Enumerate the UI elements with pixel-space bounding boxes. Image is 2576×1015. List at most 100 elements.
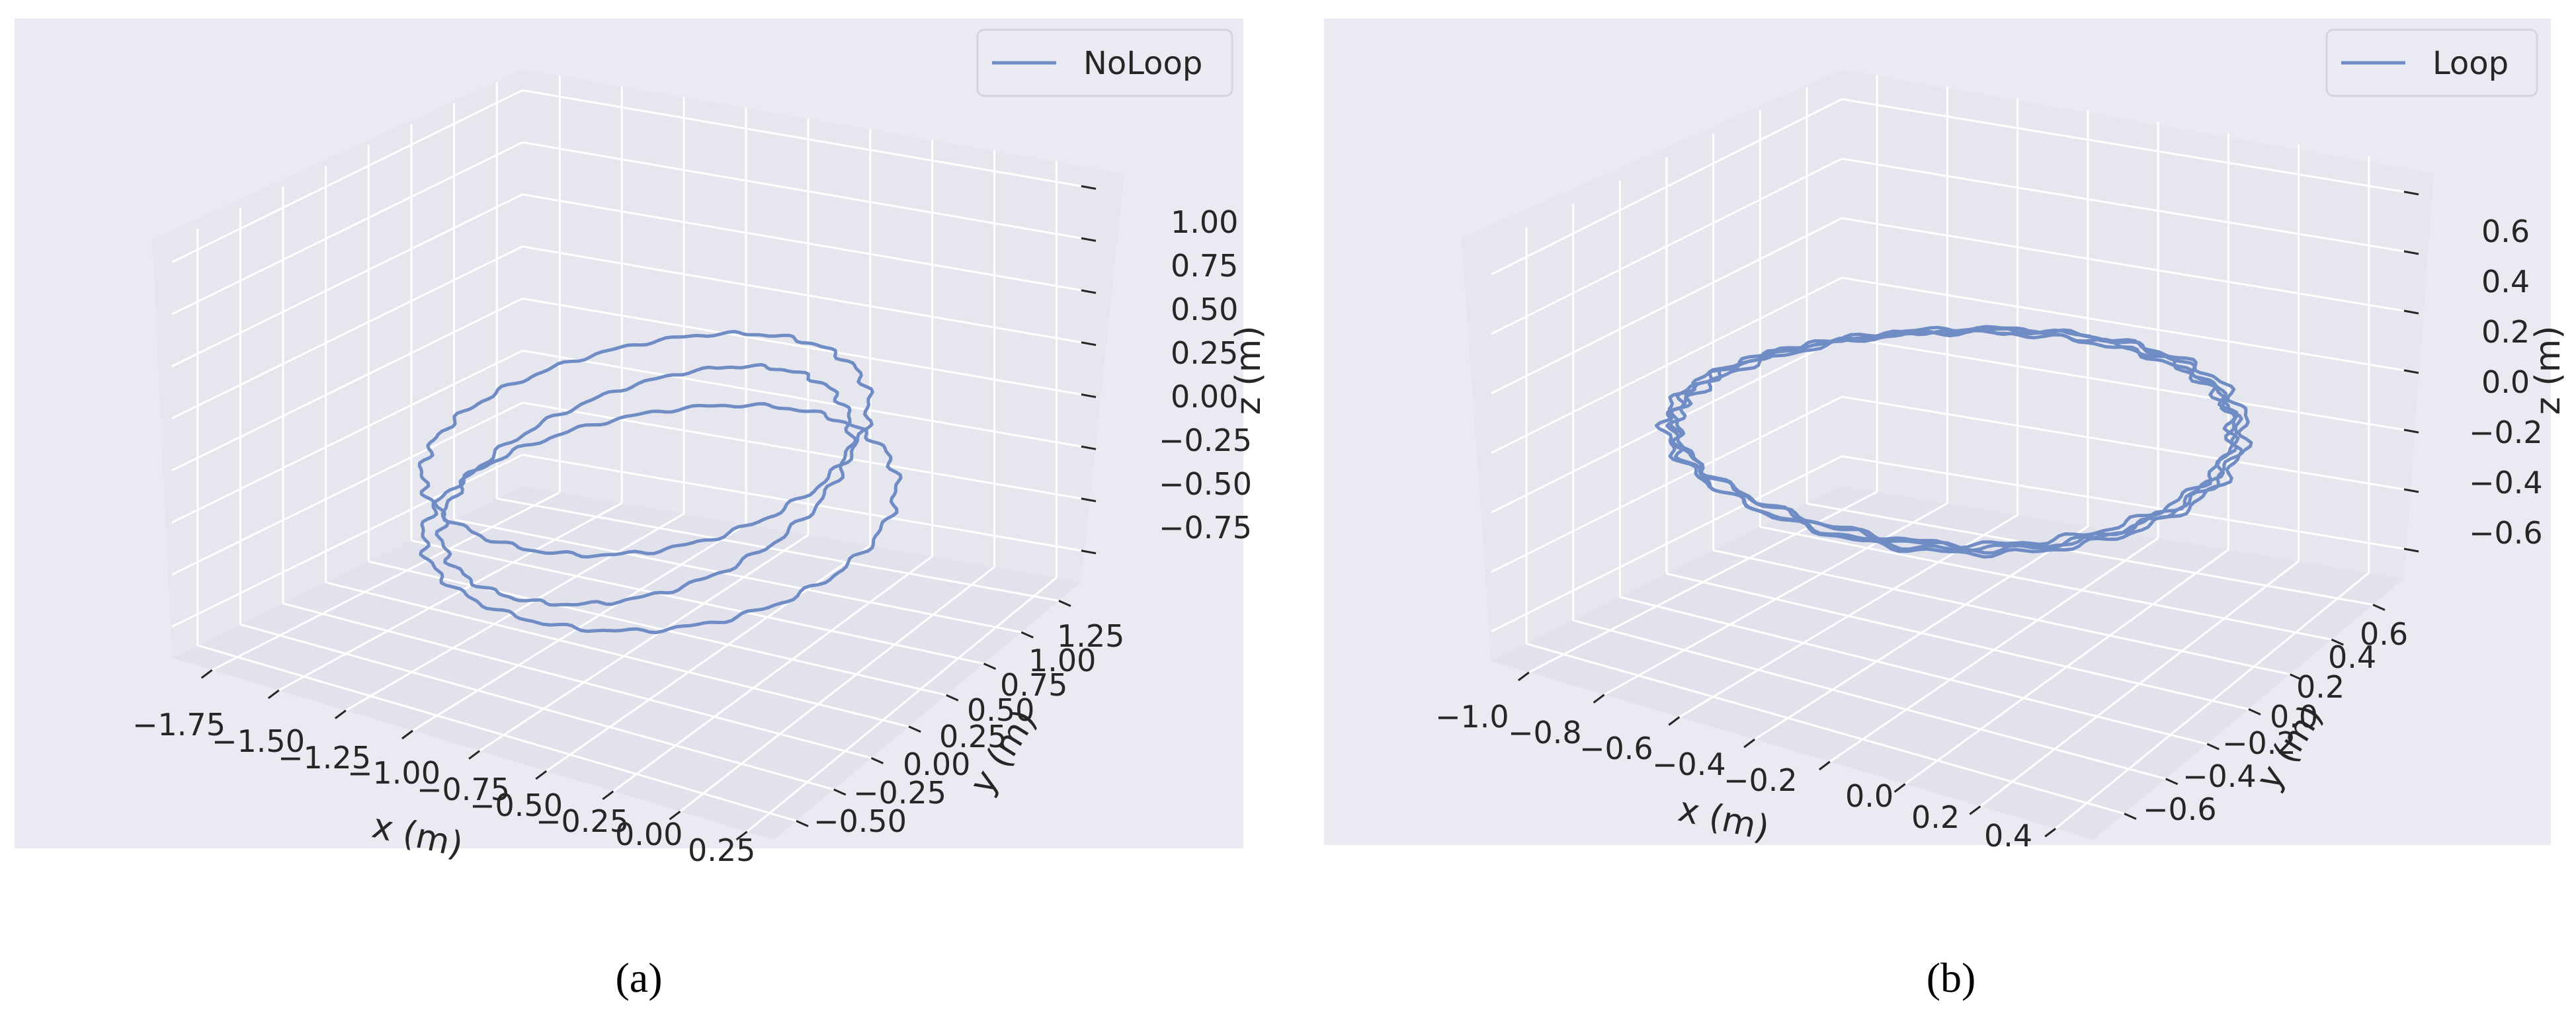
x-tick-mark xyxy=(1893,783,1906,793)
x-tick-label: 0.00 xyxy=(615,817,683,852)
z-tick-mark xyxy=(1081,185,1097,190)
y-tick-mark xyxy=(2248,708,2261,715)
y-tick-mark xyxy=(2165,778,2179,786)
x-tick-mark xyxy=(535,770,548,780)
grid-line xyxy=(1841,98,2405,193)
caption-b: (b) xyxy=(1927,954,1976,1001)
z-tick-label: 0.2 xyxy=(2481,314,2530,350)
grid-line xyxy=(522,141,1082,239)
z-tick-label: 0.6 xyxy=(2481,214,2530,249)
x-tick-mark xyxy=(1668,716,1681,726)
grid-line xyxy=(1841,276,2405,372)
legend-box xyxy=(976,28,1233,97)
y-tick-mark xyxy=(983,663,997,670)
grid-line xyxy=(612,555,933,792)
y-tick-label: 0.0 xyxy=(2270,699,2318,735)
panel-b-trajectory xyxy=(1654,325,2253,559)
grid-line xyxy=(197,644,797,822)
x-tick-label: −0.6 xyxy=(1579,731,1653,766)
grid-line xyxy=(171,193,523,368)
z-tick-label: −0.75 xyxy=(1159,510,1252,546)
grid-line xyxy=(282,602,872,759)
z-tick-label: 0.75 xyxy=(1171,248,1238,284)
y-tick-mark xyxy=(908,725,921,733)
grid-line xyxy=(1806,503,2374,606)
grid-line xyxy=(412,523,747,732)
grid-line xyxy=(1841,217,2405,312)
grid-line xyxy=(1760,526,2332,641)
x-tick-mark xyxy=(1969,805,1981,815)
y-tick-label: −0.4 xyxy=(2182,758,2257,794)
y-tick-mark xyxy=(1058,600,1071,607)
trajectory-noloop xyxy=(435,363,858,607)
x-tick-label: 0.0 xyxy=(1845,778,1893,814)
y-tick-mark xyxy=(870,756,884,764)
y-tick-label: −0.50 xyxy=(813,803,907,839)
grid-line xyxy=(546,544,871,772)
grid-line xyxy=(1491,217,1843,395)
z-tick-label: −0.2 xyxy=(2469,415,2543,450)
z-tick-mark xyxy=(1081,341,1097,346)
grid-line xyxy=(1841,395,2405,491)
grid-line xyxy=(1491,395,1843,573)
z-tick-mark xyxy=(1081,393,1097,398)
y-tick-mark xyxy=(2372,604,2386,611)
grid-line xyxy=(171,245,523,420)
y-tick-label: 0.2 xyxy=(2296,669,2345,705)
x-tick-label: −1.25 xyxy=(278,740,371,776)
z-tick-mark xyxy=(2403,369,2419,374)
y-tick-mark xyxy=(2331,638,2344,646)
grid-line xyxy=(171,298,523,471)
x-tick-label: −0.4 xyxy=(1652,747,1726,782)
panel-a-grid xyxy=(171,75,1082,832)
grid-line xyxy=(240,623,835,791)
y-tick-mark xyxy=(2124,813,2137,820)
panel-a-legend: NoLoop xyxy=(976,28,1233,97)
z-tick-label: −0.50 xyxy=(1159,466,1252,502)
grid-line xyxy=(368,560,947,696)
x-tick-mark xyxy=(602,790,614,800)
z-axis-label: z (m) xyxy=(1229,325,1268,415)
grid-line xyxy=(1491,98,1843,276)
grid-line xyxy=(746,577,1058,832)
z-tick-label: 0.25 xyxy=(1171,335,1238,371)
z-axis-label: z (m) xyxy=(2528,325,2568,415)
grid-line xyxy=(171,401,523,576)
y-tick-mark xyxy=(2206,743,2220,751)
grid-line xyxy=(1491,455,1843,633)
grid-line xyxy=(522,298,1082,395)
y-tick-mark xyxy=(946,694,959,702)
grid-line xyxy=(171,141,523,315)
grid-line xyxy=(1666,573,2249,710)
grid-line xyxy=(1491,276,1843,454)
grid-line xyxy=(522,89,1082,187)
x-tick-mark xyxy=(1593,694,1605,704)
y-tick-label: −0.6 xyxy=(2143,792,2217,827)
y-tick-label: 0.6 xyxy=(2360,616,2408,652)
y-tick-mark xyxy=(2290,673,2303,681)
z-tick-mark xyxy=(1081,289,1097,294)
x-tick-mark xyxy=(1743,738,1756,749)
panel-b-tick-marks xyxy=(1517,190,2419,838)
panel-b-left-wall xyxy=(1462,69,1842,661)
grid-line xyxy=(1619,596,2208,745)
x-tick-mark xyxy=(1818,760,1831,771)
z-tick-label: 0.00 xyxy=(1171,379,1238,415)
legend-box xyxy=(2325,28,2538,97)
z-tick-mark xyxy=(1081,237,1097,242)
panel-a-back-wall xyxy=(522,69,1124,582)
x-tick-mark xyxy=(468,750,481,760)
y-tick-label: 0.75 xyxy=(1000,667,1067,703)
grid-line xyxy=(278,502,622,692)
x-tick-mark xyxy=(401,729,413,740)
panel-a-trajectory xyxy=(417,329,903,635)
grid-line xyxy=(522,349,1082,448)
trajectory-noloop xyxy=(417,329,874,559)
z-tick-label: 0.0 xyxy=(2481,364,2530,400)
y-tick-label: −0.25 xyxy=(853,775,946,811)
z-tick-mark xyxy=(2403,428,2419,434)
x-tick-mark xyxy=(267,689,280,700)
y-tick-mark xyxy=(833,788,847,796)
x-tick-label: 0.4 xyxy=(1984,818,2032,854)
grid-line xyxy=(479,534,809,752)
